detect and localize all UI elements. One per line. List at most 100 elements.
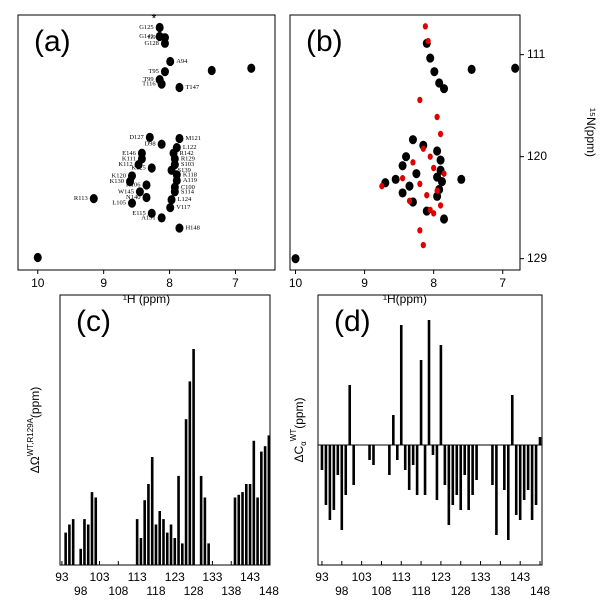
y-tick-label: 129 — [527, 251, 547, 265]
x-tick-label: 113 — [128, 570, 147, 584]
peak-label: N140 — [126, 194, 140, 201]
peak — [128, 198, 137, 208]
peak-label: D98 — [144, 141, 155, 148]
x-tick-label: 8 — [430, 276, 437, 290]
x-tick-label: 143 — [510, 570, 530, 584]
x-tick-label: 128 — [451, 584, 471, 598]
y-axis-label: ΔCαWT(ppm) — [289, 397, 308, 462]
bar — [514, 445, 518, 515]
bar — [340, 445, 344, 530]
peak-label: R142 — [180, 150, 194, 157]
x-tick-label: 118 — [412, 584, 431, 598]
bar — [184, 419, 188, 565]
peak-label: A94 — [176, 58, 188, 65]
bar — [538, 437, 542, 445]
x-tick-label: 93 — [315, 570, 329, 584]
peak — [420, 145, 426, 152]
peak — [425, 37, 431, 45]
peak — [135, 187, 144, 197]
y-tick-label: 111 — [527, 47, 546, 61]
peak — [431, 210, 437, 217]
x-tick-label: 128 — [184, 584, 204, 598]
peak-label: W145 — [118, 188, 134, 195]
peak — [408, 135, 417, 145]
peak — [437, 177, 446, 187]
x-tick-label: 98 — [335, 584, 349, 598]
bar — [169, 524, 173, 565]
peak — [434, 113, 440, 121]
peak — [427, 153, 433, 160]
peak — [430, 67, 439, 77]
bar — [443, 445, 447, 485]
y-tick-label: 120 — [527, 149, 547, 163]
x-tick-label: 118 — [146, 584, 165, 598]
peak-label: S139 — [178, 167, 191, 174]
bar — [503, 445, 506, 490]
peak-label: T99 — [143, 76, 153, 83]
panel-d-ylabel: ΔCαWT(ppm) — [289, 397, 308, 462]
bar — [177, 475, 180, 565]
peak — [457, 174, 466, 184]
bar — [435, 445, 439, 500]
bar — [372, 445, 375, 465]
bar — [248, 484, 252, 565]
peak-label: L122 — [183, 144, 197, 151]
bar — [90, 492, 94, 565]
peak — [89, 194, 98, 204]
peak — [291, 254, 300, 264]
bar — [135, 519, 139, 565]
peak-label: V117 — [176, 204, 191, 211]
bar — [336, 445, 340, 475]
peak-label: A119 — [183, 177, 197, 184]
peak — [160, 67, 169, 77]
peak — [170, 187, 179, 197]
y-label-sup: WT — [289, 429, 298, 442]
peak — [412, 169, 421, 179]
peak — [406, 197, 413, 205]
peak — [426, 53, 435, 63]
peak — [157, 213, 166, 223]
x-tick-label: 103 — [352, 570, 372, 584]
panel-label: (c) — [76, 305, 111, 338]
bar — [439, 345, 443, 445]
peak-label: C100 — [181, 184, 195, 191]
bar — [507, 445, 510, 540]
peak — [175, 133, 184, 144]
peak-label: L105 — [112, 200, 126, 207]
y-label-main: ΔC — [292, 446, 306, 463]
bar — [241, 492, 244, 565]
plot-frame — [17, 14, 276, 271]
peak-label: K106 — [126, 181, 141, 188]
peak — [398, 161, 407, 171]
peak-label: K130 — [110, 178, 124, 185]
bar — [475, 445, 478, 480]
peak — [155, 22, 164, 33]
peak — [433, 146, 442, 156]
bar — [530, 445, 534, 520]
x-tick-label: 113 — [392, 570, 411, 584]
bar — [71, 519, 75, 565]
peak — [247, 63, 256, 73]
annotation: * — [152, 12, 157, 26]
peak-label: K125 — [131, 164, 145, 171]
bar — [86, 524, 90, 565]
peak-label: S103 — [181, 161, 194, 168]
bar — [162, 519, 165, 565]
panel-label: (a) — [34, 25, 71, 58]
y-label-unit: (ppm) — [28, 387, 42, 418]
peak — [410, 159, 416, 166]
bar — [451, 445, 455, 505]
peak — [207, 65, 216, 76]
x-tick-label: 138 — [221, 584, 241, 598]
y-label-sup: WT,R129A — [26, 417, 35, 456]
x-tick-label: 148 — [259, 584, 279, 598]
peak — [417, 180, 423, 188]
peak — [422, 23, 428, 30]
y-axis-label: ¹⁵N(ppm) — [584, 108, 598, 157]
peak — [142, 192, 151, 203]
peak-label: H148 — [185, 225, 199, 232]
bar — [165, 532, 169, 565]
bar — [471, 445, 474, 495]
peak — [431, 164, 437, 172]
